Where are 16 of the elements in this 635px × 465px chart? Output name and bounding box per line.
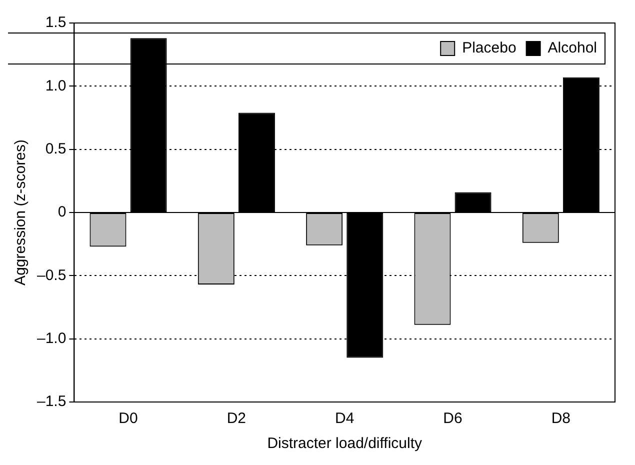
x-tick-label: D0: [118, 410, 138, 428]
y-tick-label: 1.0: [45, 77, 66, 94]
legend-label: Placebo: [462, 40, 516, 57]
y-tick-label: –1.0: [36, 330, 66, 347]
x-axis-title: Distracter load/difficulty: [267, 435, 422, 452]
x-tick-label: D8: [551, 410, 571, 428]
y-tick-label: –0.5: [36, 266, 66, 284]
x-tick-label: D6: [443, 410, 462, 428]
y-axis-title: Aggression (z-scores): [12, 140, 30, 286]
legend-label: Alcohol: [548, 40, 598, 57]
y-tick-label: 1.5: [45, 14, 66, 32]
y-tick-label: 0.5: [45, 140, 66, 158]
y-tick-label: 0: [58, 204, 66, 221]
y-tick-label: –1.5: [36, 393, 66, 410]
x-tick-label: D2: [226, 410, 246, 428]
x-tick-label: D4: [335, 410, 354, 428]
